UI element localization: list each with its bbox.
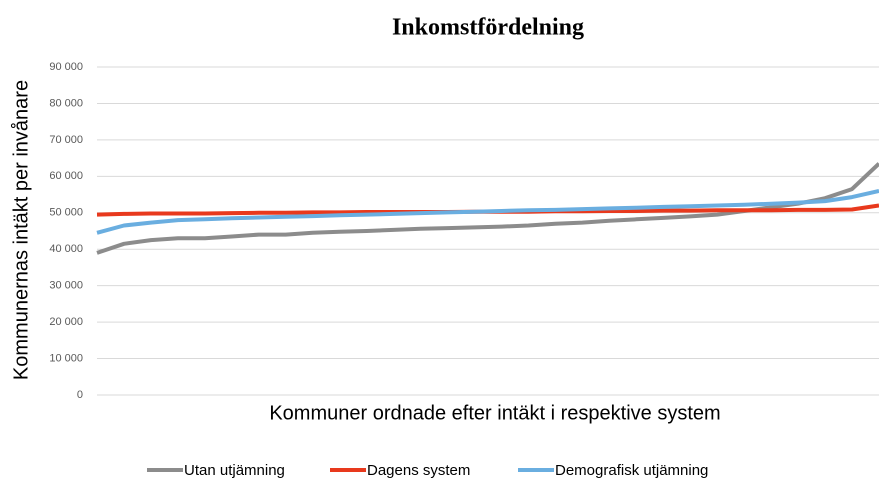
y-tick-label: 50 000 bbox=[49, 207, 83, 219]
legend-label: Utan utjämning bbox=[184, 462, 285, 479]
y-tick-label: 10 000 bbox=[49, 352, 83, 364]
y-tick-label: 90 000 bbox=[49, 61, 83, 73]
y-tick-label: 70 000 bbox=[49, 134, 83, 146]
x-axis-label: Kommuner ordnade efter intäkt i respekti… bbox=[269, 402, 720, 424]
y-tick-label: 60 000 bbox=[49, 170, 83, 182]
chart-title: Inkomstfördelning bbox=[392, 15, 584, 41]
series-line bbox=[96, 188, 879, 235]
y-tick-label: 0 bbox=[77, 389, 83, 401]
y-axis-label: Kommunernas intäkt per invånare bbox=[10, 80, 32, 380]
y-tick-label: 20 000 bbox=[49, 316, 83, 328]
y-tick-label: 40 000 bbox=[49, 243, 83, 255]
legend-label: Demografisk utjämning bbox=[555, 462, 708, 479]
legend-label: Dagens system bbox=[367, 462, 470, 479]
y-tick-label: 80 000 bbox=[49, 97, 83, 109]
y-tick-label: 30 000 bbox=[49, 280, 83, 292]
